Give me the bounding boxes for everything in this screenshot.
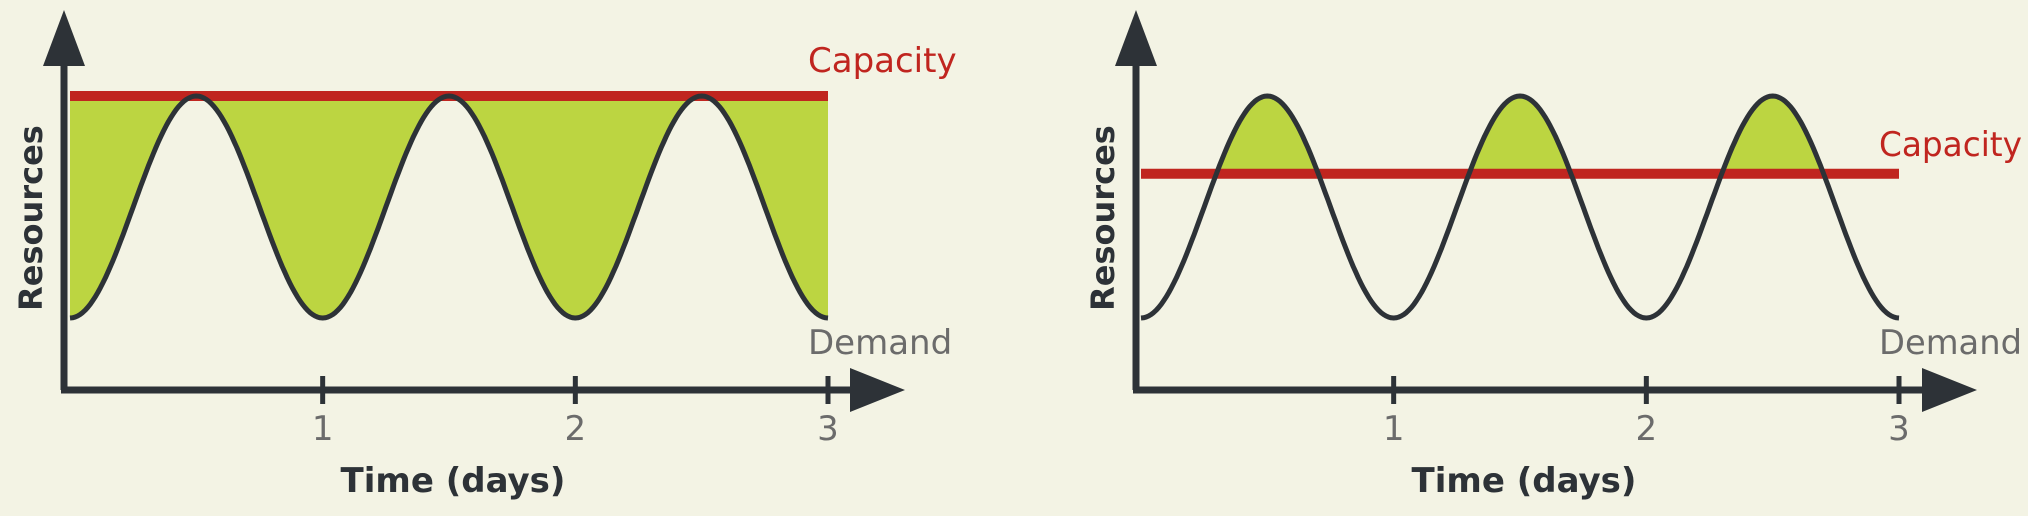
x-axis-label: Time (days) (1412, 461, 1637, 501)
x-tick-label: 3 (817, 409, 839, 449)
demand-curve (1140, 93, 1900, 321)
y-axis-arrow-icon (1115, 10, 1157, 66)
x-ticks: 1 2 3 (312, 376, 839, 449)
y-axis-label: Resources (1084, 125, 1122, 311)
x-tick-label: 3 (1888, 409, 1910, 449)
x-tick-label: 1 (312, 409, 334, 449)
y-axis-arrow-icon (43, 10, 85, 66)
x-axis-arrow-icon (1922, 368, 1977, 412)
capacity-label: Capacity (808, 41, 957, 81)
capacity-label: Capacity (1879, 125, 2022, 165)
x-axis-label: Time (days) (341, 461, 566, 501)
demand-label: Demand (808, 323, 952, 363)
chart-2: 1 2 3 Capacity Demand Time (days) Resource… (1084, 10, 2022, 501)
demand-label: Demand (1879, 323, 2022, 363)
x-tick-label: 2 (565, 409, 587, 449)
demand-curve (69, 93, 829, 321)
unused-capacity-area (70, 96, 828, 318)
unmet-demand-area (1216, 96, 1824, 174)
y-axis-label: Resources (12, 125, 50, 311)
x-ticks: 1 2 3 (1383, 376, 1910, 449)
x-axis-arrow-icon (850, 368, 905, 412)
chart-1: 1 2 3 Capacity Demand Time (days) Resource… (12, 10, 957, 501)
x-tick-label: 2 (1636, 409, 1658, 449)
x-tick-label: 1 (1383, 409, 1405, 449)
